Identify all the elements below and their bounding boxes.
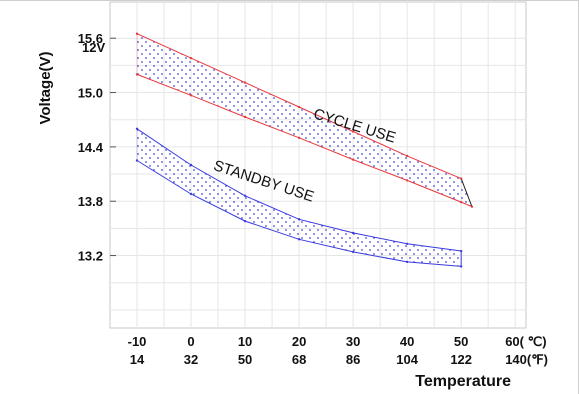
x-tick-label-fahrenheit: 50 bbox=[238, 352, 252, 367]
y-tick-label: 15.6 bbox=[78, 31, 103, 46]
series-point bbox=[189, 56, 193, 60]
voltage-prefix-label: 12V bbox=[82, 40, 105, 55]
x-tick-label-celsius: 30 bbox=[346, 334, 360, 349]
series-point bbox=[297, 238, 301, 241]
x-tick-label-fahrenheit: 68 bbox=[292, 352, 306, 367]
series-point bbox=[135, 73, 139, 76]
x-tick-label-fahrenheit: 32 bbox=[184, 352, 198, 367]
y-axis-label: Voltage(V) bbox=[37, 51, 54, 124]
series-point bbox=[297, 218, 301, 221]
y-tick-labels: 15.6 15.0 14.4 13.8 13.2 bbox=[78, 31, 116, 264]
series-band-cycle-use bbox=[137, 33, 472, 207]
series-point bbox=[470, 205, 474, 208]
x-tick-labels: -10 0 10 20 30 40 50 60( ℃) 14 32 50 68 86 104 122 140(… bbox=[128, 334, 548, 367]
series-point bbox=[189, 94, 193, 97]
series-point bbox=[243, 219, 247, 223]
x-tick-label-celsius: 0 bbox=[187, 334, 194, 349]
x-tick-label-fahrenheit: 104 bbox=[396, 352, 418, 367]
y-tick-label: 14.4 bbox=[78, 140, 104, 155]
series-point bbox=[459, 200, 463, 204]
x-tick-label-fahrenheit: 86 bbox=[346, 352, 360, 367]
series-point bbox=[405, 179, 409, 182]
series-point bbox=[351, 130, 355, 133]
series-point bbox=[135, 127, 139, 130]
series-point bbox=[189, 163, 193, 167]
y-tick-label: 15.0 bbox=[78, 86, 103, 101]
series-point bbox=[459, 265, 463, 268]
series-point bbox=[297, 105, 301, 109]
x-tick-label-fahrenheit: 140(℉) bbox=[505, 352, 548, 367]
series-point bbox=[297, 136, 301, 140]
series-lower-line bbox=[136, 73, 473, 208]
series-point bbox=[351, 231, 355, 235]
series-point bbox=[189, 192, 193, 196]
series-point bbox=[459, 177, 463, 180]
x-tick-label-celsius: 60( ℃) bbox=[505, 334, 546, 349]
series-point bbox=[459, 249, 463, 253]
series-point bbox=[243, 81, 247, 84]
series-point bbox=[243, 194, 247, 197]
series-point bbox=[405, 260, 409, 264]
x-tick-label-celsius: 40 bbox=[400, 334, 414, 349]
series-end-edge bbox=[460, 178, 473, 207]
y-tick-label: 13.2 bbox=[78, 249, 103, 264]
series-areas bbox=[136, 33, 473, 267]
series-point bbox=[405, 242, 409, 245]
x-tick-label-fahrenheit: 14 bbox=[130, 352, 145, 367]
x-tick-label-fahrenheit: 122 bbox=[450, 352, 472, 367]
series-markers bbox=[135, 32, 474, 268]
series-point bbox=[405, 154, 409, 158]
series-point bbox=[351, 250, 355, 254]
x-tick-label-celsius: 10 bbox=[238, 334, 252, 349]
plot-frame bbox=[109, 1, 527, 329]
series-point bbox=[351, 158, 355, 161]
x-tick-label-celsius: 20 bbox=[292, 334, 306, 349]
series-point bbox=[135, 159, 139, 162]
x-tick-label-celsius: 50 bbox=[454, 334, 468, 349]
x-axis-label: Temperature bbox=[415, 373, 511, 390]
x-tick-label-celsius: -10 bbox=[128, 334, 147, 349]
y-tick-label: 13.8 bbox=[78, 194, 103, 209]
series-point bbox=[243, 115, 247, 119]
series-point bbox=[135, 32, 139, 35]
